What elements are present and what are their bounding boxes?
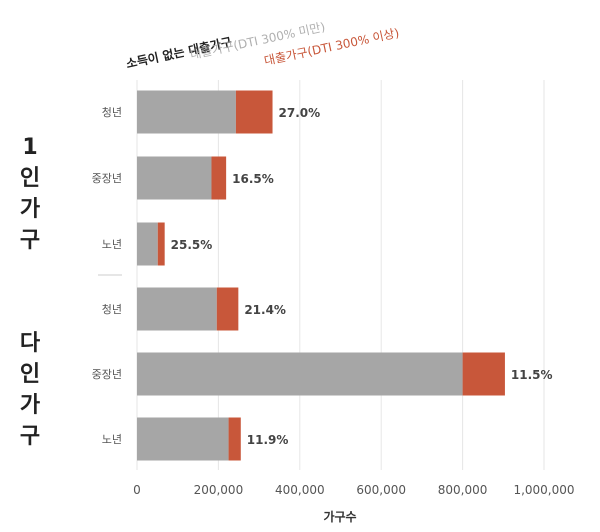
x-axis-label: 가구수 [323, 509, 356, 524]
category-label-2: 노년 [102, 238, 122, 251]
x-tick-label-2: 400,000 [275, 483, 325, 497]
bar-2-series-1 [157, 222, 165, 266]
bar-3-series-0 [137, 287, 217, 331]
bar-1-series-1 [211, 156, 227, 200]
group-label-single-household: 1인가구 [19, 135, 41, 253]
data-label-0: 27.0% [279, 106, 321, 120]
x-tick-label-5: 1,000,000 [513, 483, 574, 497]
bar-4-series-1 [462, 352, 505, 396]
data-label-1: 16.5% [232, 172, 274, 186]
bar-4-series-0 [137, 352, 463, 396]
category-label-5: 노년 [102, 433, 122, 446]
data-label-5: 11.9% [247, 433, 289, 447]
bar-5-series-1 [228, 417, 241, 461]
x-tick-label-3: 600,000 [356, 483, 406, 497]
bar-5-series-0 [137, 417, 229, 461]
bar-0-series-1 [235, 90, 273, 134]
x-tick-label-1: 200,000 [194, 483, 244, 497]
category-label-3: 청년 [102, 303, 122, 316]
x-tick-label-0: 0 [133, 483, 141, 497]
category-label-4: 중장년 [92, 368, 122, 381]
bar-3-series-1 [216, 287, 239, 331]
bar-1-series-0 [137, 156, 212, 200]
data-label-4: 11.5% [511, 368, 553, 382]
data-label-3: 21.4% [244, 303, 286, 317]
data-label-2: 25.5% [171, 238, 213, 252]
bar-2-series-0 [137, 222, 158, 266]
category-label-1: 중장년 [92, 172, 122, 185]
group-label-multi-household: 다인가구 [19, 331, 41, 449]
category-label-0: 청년 [102, 106, 122, 119]
x-tick-label-4: 800,000 [438, 483, 488, 497]
bar-0-series-0 [137, 90, 236, 134]
